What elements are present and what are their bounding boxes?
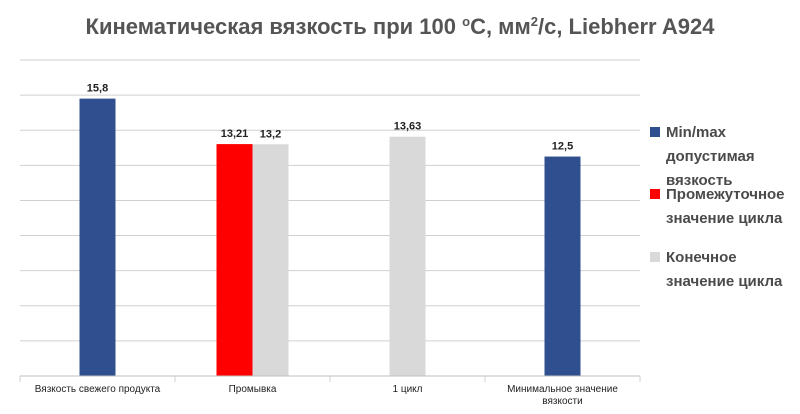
x-tick-label-line: 1 цикл — [393, 384, 423, 395]
chart-title-unit: C, мм — [470, 14, 531, 39]
chart-title-superscript-2: 2 — [531, 14, 538, 29]
x-tick-label-line: вязкости — [542, 396, 582, 407]
legend-label-line: вязкость — [666, 172, 732, 189]
data-label: 12,5 — [552, 141, 573, 153]
legend-label-line: Промежуточное — [666, 186, 785, 203]
legend-swatch — [650, 252, 660, 262]
legend-label: Min/max допустимая вязкость — [666, 124, 755, 189]
chart-title: Кинематическая вязкость при 100 oC, мм2/… — [86, 14, 716, 39]
plot-area: 15,8 Вязкость свежего продукта 13,21 13,2 Пр… — [19, 59, 641, 407]
bar — [544, 156, 581, 376]
x-tick-label: Минимальное значение вязкости — [507, 384, 618, 407]
x-tick-label: Промывка — [229, 384, 277, 395]
x-tick-label-line: Минимальное значение — [507, 384, 618, 395]
legend-label-line: Min/max — [666, 124, 727, 141]
legend-label-line: допустимая — [666, 148, 755, 165]
legend-swatch — [650, 127, 660, 137]
chart-title-end: /с, Liebherr A924 — [538, 14, 715, 39]
x-tick-label: Вязкость свежего продукта — [35, 384, 161, 395]
chart-title-main: Кинематическая вязкость при 100 — [86, 14, 463, 39]
data-label: 13,2 — [260, 128, 281, 140]
bar — [389, 136, 426, 376]
legend-label: Конечное значение цикла — [666, 249, 783, 290]
bar — [216, 144, 253, 376]
x-tick-label: 1 цикл — [393, 384, 423, 395]
legend-label: Промежуточное значение цикла — [666, 186, 785, 227]
data-label: 13,21 — [221, 128, 249, 140]
legend-label-line: значение цикла — [666, 210, 783, 227]
data-label: 15,8 — [87, 83, 108, 95]
x-tick-label-line: Промывка — [229, 384, 277, 395]
bar — [79, 98, 116, 376]
data-label: 13,63 — [394, 121, 422, 133]
chart-title-superscript-o: o — [462, 14, 470, 29]
legend-label-line: Конечное — [666, 249, 737, 266]
legend-swatch — [650, 189, 660, 199]
bar — [252, 144, 289, 376]
legend-label-line: значение цикла — [666, 273, 783, 290]
x-tick-label-line: Вязкость свежего продукта — [35, 384, 161, 395]
